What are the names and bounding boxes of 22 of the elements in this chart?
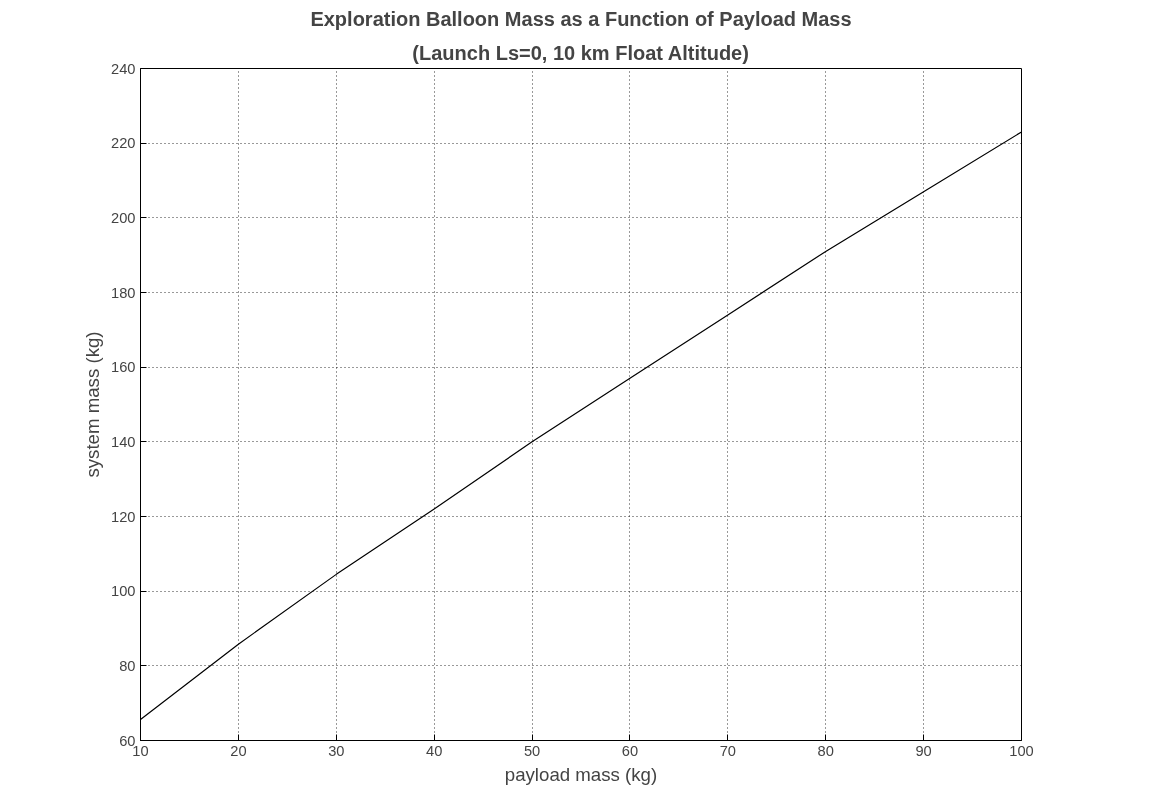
x-tick-label: 60 (621, 742, 639, 759)
x-tick-label: 90 (915, 742, 932, 759)
x-tick-label: 40 (426, 742, 443, 759)
x-tick-label: 100 (1009, 742, 1034, 759)
x-tick-label: 20 (230, 742, 247, 759)
x-tick-label: 80 (817, 742, 834, 759)
x-tick-label: 30 (328, 742, 345, 759)
x-axis-title: payload mass (kg) (504, 763, 658, 785)
y-tick-label: 200 (111, 209, 136, 226)
x-tick-label: 70 (719, 742, 736, 759)
y-tick-label: 180 (111, 284, 136, 301)
y-tick-label: 160 (111, 359, 136, 376)
y-tick-label: 140 (111, 433, 136, 450)
y-tick-label: 220 (111, 135, 136, 152)
chart-title: Exploration Balloon Mass as a Function of Payload Mass (310, 7, 852, 30)
chart-subtitle: (Launch Ls=0, 10 km Float Altitude) (412, 41, 749, 64)
y-tick-label: 80 (119, 657, 136, 674)
y-tick-label: 100 (111, 583, 136, 600)
x-tick-label: 50 (523, 742, 541, 759)
y-tick-label: 240 (111, 60, 136, 77)
y-axis-title: system mass (kg) (82, 331, 104, 478)
y-tick-label: 120 (111, 508, 136, 525)
